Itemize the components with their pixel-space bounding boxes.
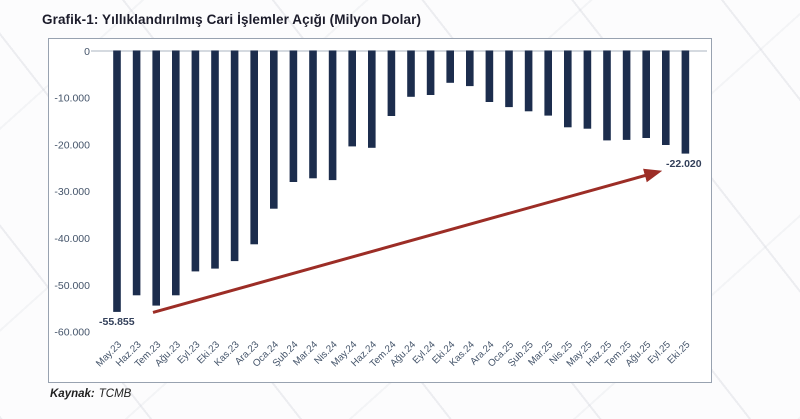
source-value: TCMB xyxy=(98,388,132,400)
bar-Nis.24 xyxy=(328,50,337,181)
bar-Ağu.24 xyxy=(407,50,415,97)
y-tick-label: -40.000 xyxy=(54,233,90,245)
source-label: Kaynak: xyxy=(50,388,95,400)
bar-Haz.23 xyxy=(132,50,141,296)
x-tick-label: Eki.25 xyxy=(665,339,692,366)
bar-Mar.24 xyxy=(309,50,317,179)
bar-Tem.23 xyxy=(152,50,160,306)
bar-Eki.24 xyxy=(446,50,454,83)
trend-arrow xyxy=(152,168,663,314)
bar-May.24 xyxy=(348,50,356,147)
y-tick-label: -50.000 xyxy=(54,280,90,292)
bar-Haz.24 xyxy=(368,50,376,148)
bar-Ara.23 xyxy=(250,50,258,245)
y-tick-label: -30.000 xyxy=(54,186,90,198)
bar-Nis.25 xyxy=(564,50,572,128)
bar-Eyl.25 xyxy=(662,50,670,145)
bar-May.23 xyxy=(113,50,121,312)
bar-Kas.23 xyxy=(230,50,239,262)
chart-plot-area: 0 -10.000 -20.000 -30.000 -40.000 -50.000 -60.… xyxy=(48,38,712,383)
bar-Kas.24 xyxy=(466,50,474,87)
bar-Şub.24 xyxy=(289,50,298,182)
bar-Mar.25 xyxy=(544,50,552,116)
bar-Şub.25 xyxy=(524,50,533,112)
bar-Ağu.25 xyxy=(642,50,650,138)
bar-Eyl.23 xyxy=(191,50,200,272)
bar-chart: 0 -10.000 -20.000 -30.000 -40.000 -50.000 -60.… xyxy=(54,46,707,370)
bar-Tem.25 xyxy=(622,50,631,140)
bar-Eki.25 xyxy=(681,50,690,154)
bar-Eki.23 xyxy=(211,50,219,269)
data-label-first: -55.855 xyxy=(99,316,135,328)
data-label-last: -22.020 xyxy=(666,158,702,170)
y-tick-label: 0 xyxy=(84,46,90,58)
y-tick-label: -60.000 xyxy=(54,327,90,339)
bar-Eyl.24 xyxy=(426,50,435,95)
bar-Ağu.23 xyxy=(172,50,180,296)
y-tick-label: -20.000 xyxy=(54,139,90,151)
source-note: Kaynak: TCMB xyxy=(50,388,131,400)
bar-Tem.24 xyxy=(387,50,396,116)
bar-May.25 xyxy=(583,50,592,129)
bar-Ara.24 xyxy=(485,50,494,102)
chart-title: Grafik-1: Yıllıklandırılmış Cari İşlemle… xyxy=(42,12,422,27)
bar-Haz.25 xyxy=(603,50,611,141)
bar-Oca.25 xyxy=(505,50,513,108)
bar-Oca.24 xyxy=(270,50,278,209)
y-tick-label: -10.000 xyxy=(54,93,90,105)
